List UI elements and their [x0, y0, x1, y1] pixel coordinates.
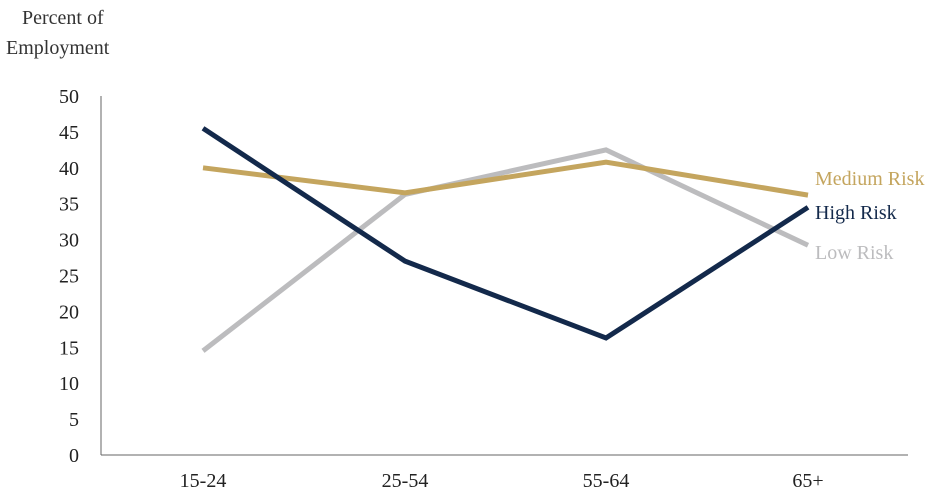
series-line-medium-risk — [202, 159, 809, 198]
series-label-high-risk: High Risk — [815, 202, 897, 224]
series-labels: Medium Risk High Risk Low Risk — [815, 168, 924, 264]
series-label-medium-risk: Medium Risk — [815, 168, 924, 190]
x-ticks: 15-24 25-54 55-64 65+ — [180, 470, 824, 490]
series-line-low-risk — [201, 147, 810, 353]
y-axis-label-line-2: Employment — [6, 37, 110, 59]
series-line-high-risk — [201, 126, 810, 341]
y-tick-label: 45 — [59, 122, 79, 144]
y-tick-label: 5 — [69, 409, 79, 431]
x-tick-label: 15-24 — [180, 470, 227, 490]
x-tick-label: 55-64 — [583, 470, 630, 490]
y-ticks: 0 5 10 15 20 25 30 35 40 45 50 — [59, 86, 79, 467]
y-tick-label: 35 — [59, 194, 79, 216]
y-tick-label: 10 — [59, 373, 79, 395]
y-axis-label-line-1: Percent of — [22, 7, 104, 29]
series-lines — [201, 126, 810, 353]
y-tick-label: 0 — [69, 445, 79, 467]
series-label-low-risk: Low Risk — [815, 242, 893, 264]
y-tick-label: 25 — [59, 266, 79, 288]
y-tick-label: 40 — [59, 158, 79, 180]
y-tick-label: 15 — [59, 337, 79, 359]
y-tick-label: 20 — [59, 301, 79, 323]
x-tick-label: 65+ — [792, 470, 823, 490]
axes — [100, 96, 908, 456]
x-tick-label: 25-54 — [382, 470, 429, 490]
y-tick-label: 50 — [59, 86, 79, 108]
y-tick-label: 30 — [59, 230, 79, 252]
